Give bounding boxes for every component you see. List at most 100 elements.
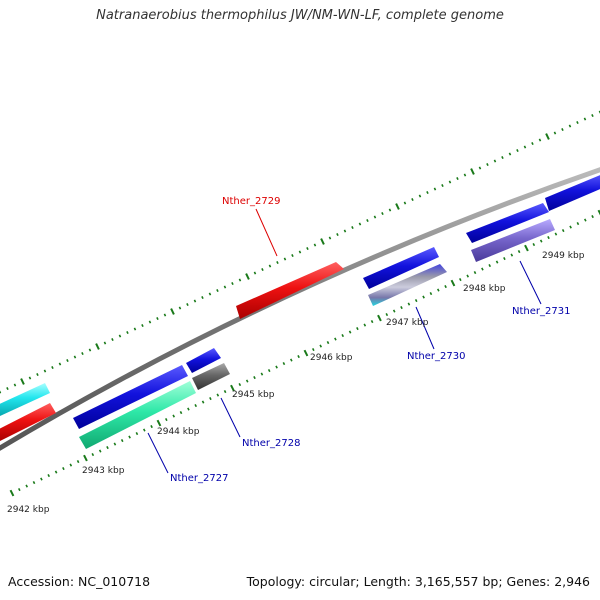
outer-minor-tick — [111, 338, 114, 342]
outer-major-tick — [20, 378, 25, 385]
gene-arrow-gray — [192, 363, 230, 390]
outer-minor-tick — [373, 215, 377, 219]
outer-minor-tick — [283, 257, 287, 261]
inner-minor-tick — [334, 337, 337, 341]
inner-minor-tick — [583, 218, 587, 222]
inner-minor-tick — [289, 358, 293, 362]
outer-major-tick — [170, 308, 175, 315]
inner-minor-tick — [510, 253, 514, 257]
outer-minor-tick — [0, 390, 2, 394]
outer-minor-tick — [58, 362, 62, 366]
outer-major-tick — [395, 203, 400, 210]
outer-minor-tick — [478, 166, 482, 170]
inner-minor-tick — [164, 418, 168, 422]
outer-minor-tick — [141, 324, 144, 328]
outer-minor-tick — [36, 373, 39, 377]
outer-minor-tick — [553, 131, 557, 135]
gene-callout-lines — [147, 208, 542, 474]
outer-minor-tick — [268, 264, 272, 268]
outer-major-tick — [245, 273, 250, 280]
inner-minor-tick — [356, 327, 359, 331]
outer-minor-tick — [358, 222, 362, 226]
callout-line-nther2728 — [220, 397, 241, 438]
gene-arrow-blue-c — [545, 175, 600, 211]
inner-minor-tick — [238, 383, 242, 387]
outer-minor-tick — [426, 191, 429, 195]
inner-minor-tick — [128, 435, 131, 439]
outer-minor-tick — [148, 320, 152, 324]
callout-line-nther2731 — [519, 260, 542, 305]
accession-label: Accession: NC_010718 — [8, 574, 151, 589]
inner-minor-tick — [547, 236, 550, 240]
inner-minor-tick — [569, 225, 572, 229]
inner-major-tick — [377, 314, 382, 322]
inner-minor-tick — [172, 414, 176, 418]
inner-minor-tick — [444, 285, 447, 289]
outer-minor-tick — [463, 173, 467, 177]
outer-minor-tick — [223, 285, 227, 289]
outer-minor-tick — [501, 156, 504, 160]
gene-arrow-purple-nther2731 — [471, 219, 555, 262]
inner-minor-tick — [150, 425, 153, 429]
outer-minor-tick — [253, 271, 257, 275]
outer-minor-tick — [28, 376, 32, 380]
inner-major-tick — [83, 454, 88, 462]
inner-major-tick — [450, 279, 456, 287]
outer-minor-tick — [591, 114, 594, 118]
outer-tick-ring — [0, 110, 600, 394]
scale-labels: 2942 kbp 2943 kbp 2944 kbp 2945 kbp 2946… — [7, 251, 585, 515]
inner-minor-tick — [113, 442, 117, 446]
outer-minor-tick — [411, 198, 414, 202]
gene-arrow-blue-long — [73, 365, 188, 429]
outer-minor-tick — [538, 138, 542, 142]
inner-minor-tick — [341, 334, 345, 338]
scale-label-2948: 2948 kbp — [463, 284, 506, 294]
inner-minor-tick — [539, 239, 543, 243]
inner-minor-tick — [25, 484, 29, 488]
inner-minor-tick — [422, 295, 425, 299]
inner-minor-tick — [201, 400, 205, 404]
outer-minor-tick — [403, 201, 407, 205]
outer-major-tick — [470, 168, 475, 175]
inner-minor-tick — [473, 271, 477, 275]
outer-minor-tick — [493, 159, 497, 163]
outer-minor-tick — [43, 369, 47, 373]
inner-minor-tick — [363, 323, 367, 327]
outer-minor-tick — [456, 177, 459, 181]
outer-minor-tick — [328, 236, 332, 240]
scale-label-2947: 2947 kbp — [386, 318, 429, 328]
inner-minor-tick — [91, 453, 95, 457]
outer-minor-tick — [508, 152, 512, 156]
gene-labels: Nther_2729 Nther_2730 Nther_2731 Nther_2… — [170, 196, 570, 484]
outer-minor-tick — [306, 247, 309, 251]
inner-minor-tick — [142, 428, 146, 432]
scale-label-2949: 2949 kbp — [542, 251, 585, 261]
gene-label-nther2727: Nther_2727 — [170, 473, 228, 484]
outer-minor-tick — [66, 359, 69, 363]
outer-minor-tick — [523, 145, 527, 149]
inner-minor-tick — [554, 232, 558, 236]
outer-minor-tick — [441, 184, 444, 188]
inner-minor-tick — [385, 313, 389, 317]
outer-minor-tick — [336, 233, 339, 237]
outer-minor-tick — [163, 313, 167, 317]
inner-minor-tick — [267, 369, 271, 373]
inner-minor-tick — [370, 320, 374, 324]
inner-minor-tick — [561, 229, 565, 233]
inner-minor-tick — [209, 397, 212, 401]
inner-minor-tick — [326, 341, 330, 345]
outer-minor-tick — [216, 289, 219, 293]
inner-minor-tick — [32, 481, 36, 485]
inner-minor-tick — [297, 355, 300, 359]
outer-minor-tick — [201, 296, 204, 300]
genome-backbone — [0, 167, 600, 451]
scale-label-2943: 2943 kbp — [82, 466, 125, 476]
scale-label-2945: 2945 kbp — [232, 390, 275, 400]
outer-minor-tick — [156, 317, 159, 321]
outer-minor-tick — [186, 303, 189, 307]
inner-minor-tick — [458, 278, 462, 282]
outer-minor-tick — [298, 250, 302, 254]
inner-minor-tick — [414, 299, 418, 303]
outer-minor-tick — [583, 117, 587, 121]
outer-minor-tick — [51, 366, 54, 370]
